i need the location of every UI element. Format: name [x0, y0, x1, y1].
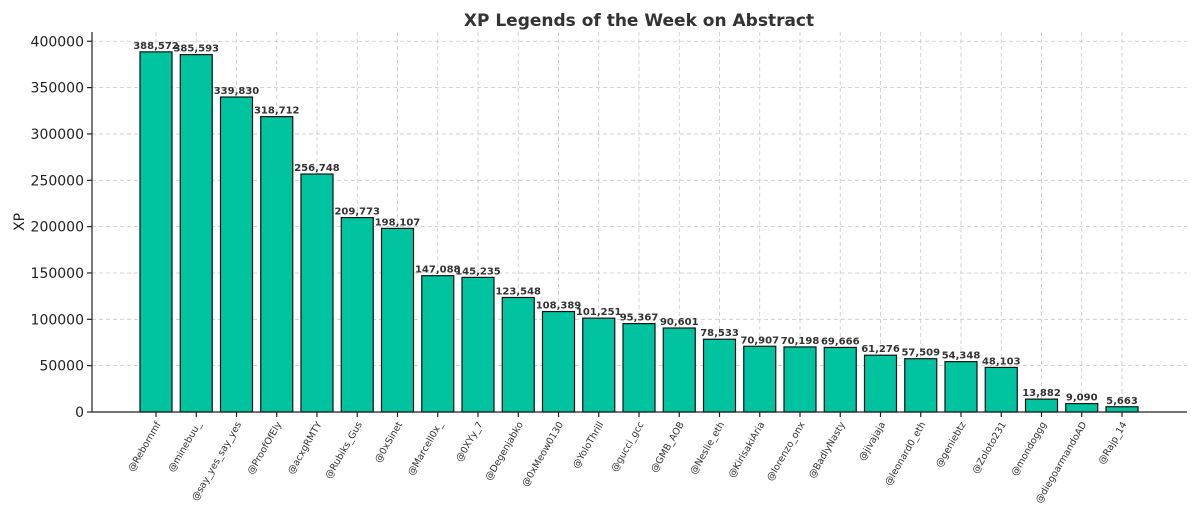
bar [1065, 402, 1099, 413]
x-tick-label: @minebuu_ [166, 420, 204, 474]
x-tick-label: @Neslie_eth [688, 420, 727, 476]
data-label: 198,107 [375, 217, 421, 228]
y-tick-label: 250000 [31, 173, 84, 189]
y-tick-label: 200000 [31, 220, 84, 236]
x-tick-label: @KirisakiAria [726, 420, 767, 480]
data-label: 256,748 [294, 163, 340, 174]
x-tick-label: @Rajp_14 [1096, 420, 1129, 466]
x-tick-label: @0XYy_7 [454, 420, 486, 464]
data-label: 70,198 [781, 336, 820, 347]
y-axis-label: XP [12, 213, 28, 231]
bar [1024, 398, 1059, 413]
chart-title: XP Legends of the Week on Abstract [464, 11, 814, 31]
data-label: 388,572 [133, 41, 179, 52]
x-tick-label: @mondoggg [1009, 420, 1049, 478]
x-tick-label: @0xSinet [373, 420, 405, 465]
bar [260, 116, 294, 413]
data-label: 339,830 [214, 86, 260, 97]
x-tick-label: @Degenjabko [483, 420, 526, 483]
bar [662, 327, 696, 413]
bar [582, 317, 616, 413]
x-tick-label: @leonard0_eth [883, 420, 928, 488]
x-tick-label: @geniebtz [934, 420, 969, 469]
data-label: 108,389 [536, 301, 582, 312]
data-label: 95,367 [620, 313, 659, 324]
y-tick-label: 50000 [39, 359, 84, 375]
y-tick-layer: 0 50000 100000 150000 200000 250000 300000 3500… [31, 34, 92, 421]
x-tick-label: @0xMeow0130 [520, 420, 566, 489]
bar [783, 346, 817, 413]
y-tick-label: 350000 [31, 81, 84, 97]
x-tick-label: @Rubiks_Gus [323, 420, 365, 481]
x-tick-label: @ProofOfEly [245, 420, 284, 477]
x-tick-layer: @Rebornmf @minebuu_@say_yes_say_yes @Proof… [126, 412, 1130, 505]
data-label: 90,601 [660, 317, 699, 328]
data-label: 5,663 [1106, 396, 1138, 407]
data-label: 318,712 [254, 106, 300, 117]
data-label: 13,882 [1022, 388, 1061, 399]
x-tick-label: @BadlyNasty [807, 420, 848, 481]
data-label: 209,773 [334, 207, 380, 218]
bar [863, 354, 898, 413]
data-label: 48,103 [982, 356, 1021, 367]
bar [622, 323, 656, 413]
y-tick-label: 150000 [31, 266, 84, 282]
axis-layer [91, 32, 1187, 413]
bar [421, 275, 455, 413]
bar [984, 366, 1018, 413]
bar [541, 310, 576, 413]
data-label: 61,276 [861, 344, 900, 355]
data-label: 54,348 [942, 351, 981, 362]
y-tick-label: 300000 [31, 127, 84, 143]
x-tick-label: @YoloThrill [571, 420, 607, 470]
data-label: 145,235 [455, 266, 501, 277]
data-label: 9,090 [1066, 393, 1098, 404]
bar [501, 296, 535, 413]
data-label: 70,907 [740, 335, 779, 346]
bar [139, 51, 173, 413]
bar [380, 227, 415, 413]
data-label: 69,666 [821, 336, 860, 347]
data-label: 78,533 [700, 328, 739, 339]
data-label: 101,251 [576, 307, 622, 318]
bar [300, 173, 334, 413]
bar-layer [139, 51, 1139, 413]
bar [1105, 406, 1139, 413]
bar [461, 276, 495, 413]
x-tick-label: @Marcell0x_ [406, 420, 446, 478]
x-tick-label: @Rebornmf [126, 419, 164, 473]
data-label: 147,088 [415, 265, 461, 276]
bar [743, 345, 777, 413]
x-tick-label: @gucci_gcc [609, 420, 646, 474]
bar [702, 338, 737, 413]
x-tick-label: @acxgRMTY [286, 420, 325, 476]
bar [340, 216, 374, 413]
bar [823, 346, 857, 413]
bar [944, 361, 978, 413]
x-tick-label: @Zoloto231 [970, 420, 1009, 476]
x-tick-label: @lorenzo_onx [765, 420, 808, 483]
bar [219, 96, 254, 413]
bar [904, 358, 938, 413]
bar [179, 54, 213, 413]
x-tick-label: @jivajaja [857, 420, 888, 463]
x-tick-label: @GMB_AOB [649, 420, 687, 475]
y-tick-label: 0 [75, 405, 84, 421]
data-label: 385,593 [173, 44, 219, 55]
data-label: 57,509 [901, 348, 940, 359]
data-label: 123,548 [495, 286, 541, 297]
y-tick-label: 400000 [31, 34, 84, 50]
y-tick-label: 100000 [31, 312, 84, 328]
